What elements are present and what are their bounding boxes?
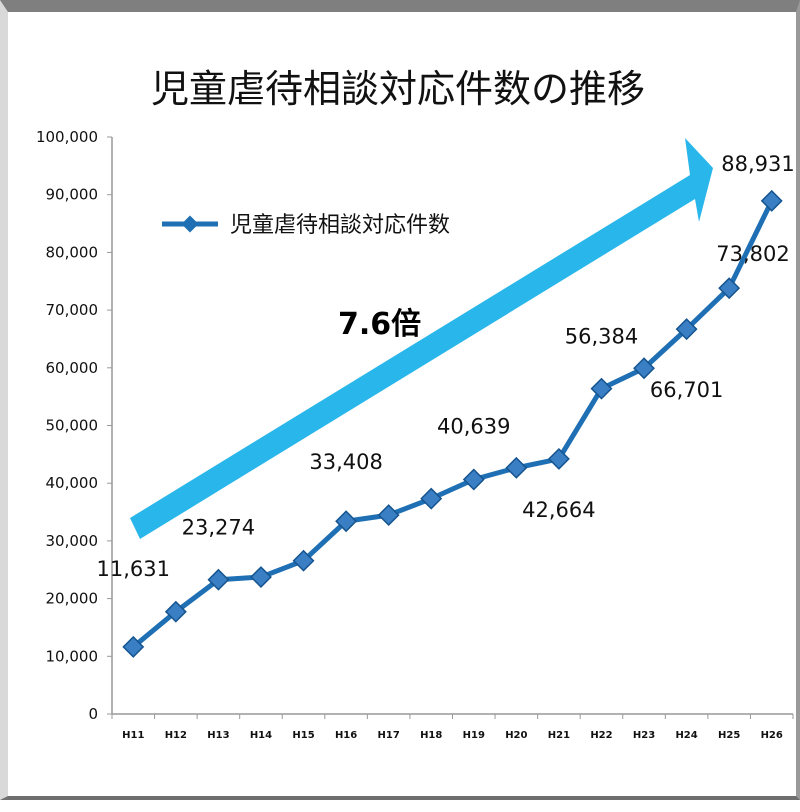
data-point: [377, 504, 400, 527]
chart-title: 児童虐待相談対応件数の推移: [151, 67, 645, 111]
y-tick-label: 0: [88, 705, 98, 723]
data-labels: 11,631 23,274 33,408 40,639 42,664 56,384 66,7…: [97, 152, 795, 581]
legend-marker: [181, 215, 199, 233]
x-tick-label: H24: [675, 730, 697, 741]
x-tick-label: H20: [505, 730, 527, 741]
growth-label: 7.6倍: [338, 307, 421, 342]
data-label: 56,384: [565, 325, 638, 349]
data-point: [420, 487, 443, 510]
data-label: 66,701: [650, 378, 723, 402]
series-line: [131, 199, 774, 649]
x-tick-label: H26: [761, 730, 783, 741]
x-tick-label: H21: [548, 730, 570, 741]
y-tick-label: 90,000: [46, 186, 99, 204]
data-point: [292, 549, 315, 572]
data-point: [335, 510, 358, 533]
y-tick-label: 100,000: [36, 128, 98, 146]
x-tick-label: H15: [292, 730, 314, 741]
data-point: [633, 357, 655, 380]
x-tick-label: H22: [590, 730, 612, 741]
y-axis-ticks: 0 10,000 20,000 30,000 40,000 50,000 60,000 70,…: [36, 128, 112, 723]
data-point: [164, 600, 187, 623]
data-point: [718, 277, 741, 300]
data-label: 88,931: [721, 152, 794, 176]
legend: 児童虐待相談対応件数: [162, 213, 450, 238]
data-point: [462, 468, 485, 491]
x-tick-label: H17: [378, 730, 400, 741]
data-point: [675, 318, 698, 341]
data-point: [505, 456, 528, 479]
data-label: 11,631: [97, 557, 170, 581]
x-tick-label: H14: [250, 730, 272, 741]
y-tick-label: 20,000: [46, 590, 99, 608]
y-tick-label: 40,000: [46, 474, 99, 492]
y-tick-label: 60,000: [46, 359, 99, 377]
x-tick-label: H11: [122, 730, 144, 741]
data-label: 33,408: [309, 450, 382, 474]
x-tick-label: H13: [207, 730, 229, 741]
x-tick-label: H12: [165, 730, 187, 741]
y-tick-label: 70,000: [46, 301, 99, 319]
data-point: [122, 635, 145, 658]
x-tick-label: H23: [633, 730, 655, 741]
data-point: [590, 377, 613, 400]
y-tick-label: 50,000: [46, 417, 99, 435]
x-tick-label: H16: [335, 730, 357, 741]
y-tick-label: 10,000: [46, 647, 99, 665]
data-label: 42,664: [522, 498, 595, 522]
legend-label: 児童虐待相談対応件数: [230, 213, 450, 238]
y-tick-label: 30,000: [46, 532, 99, 550]
y-tick-label: 80,000: [46, 243, 99, 261]
data-point: [207, 568, 230, 591]
x-tick-label: H25: [718, 730, 740, 741]
data-label: 73,802: [716, 242, 789, 266]
series-group: [122, 189, 783, 658]
line-chart: 児童虐待相談対応件数の推移 7.6倍 児童虐待相談対応件数 0 10,000 20,…: [36, 67, 795, 741]
data-point: [250, 566, 272, 588]
data-label: 40,639: [437, 415, 510, 439]
x-axis-ticks: H11 H12 H13 H14 H15 H16 H17 H18 H19 H20 H21 H22 H23 H…: [111, 714, 794, 741]
data-label: 23,274: [182, 516, 255, 540]
growth-arrow: [130, 138, 713, 539]
data-point: [547, 447, 570, 470]
data-point: [760, 189, 783, 212]
x-tick-label: H19: [463, 730, 485, 741]
x-tick-label: H18: [420, 730, 442, 741]
